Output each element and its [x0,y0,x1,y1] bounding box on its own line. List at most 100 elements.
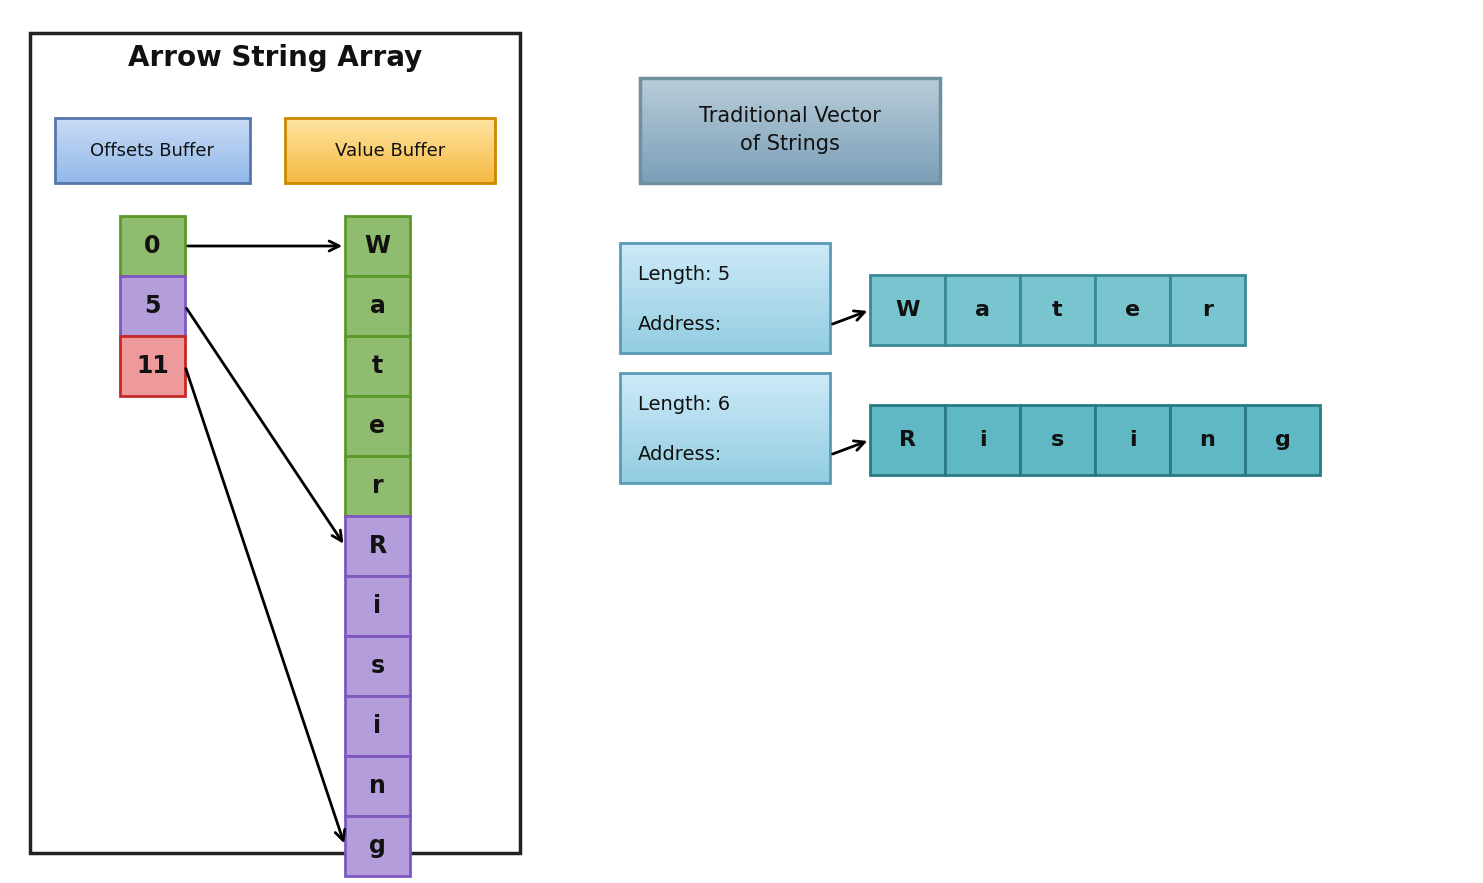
Bar [641,172,940,174]
Bar [620,320,830,322]
Bar [620,336,830,337]
Bar [620,472,830,474]
Bar [620,250,830,252]
Text: s: s [371,654,384,678]
Bar [620,399,830,402]
Bar [641,157,940,159]
Bar [641,113,940,115]
Bar [641,102,940,104]
Bar [620,419,830,421]
Bar [620,448,830,450]
Bar [641,177,940,179]
Bar [346,756,409,816]
Bar [285,163,495,165]
Bar [620,452,830,455]
Bar [641,87,940,88]
Bar [285,168,495,169]
Bar [285,180,495,182]
Bar [1020,405,1094,475]
Bar [285,174,495,175]
Bar [55,175,251,177]
Bar [620,344,830,346]
Bar [620,380,830,381]
Bar [620,296,830,298]
Bar [620,464,830,465]
Bar [285,179,495,180]
Bar [641,88,940,90]
Bar [55,153,251,155]
Bar [620,468,830,470]
Text: 5: 5 [144,294,160,318]
Bar [1020,275,1094,345]
Bar [641,109,940,111]
Bar [620,247,830,250]
Bar [620,404,830,406]
Bar [620,305,830,306]
Bar [871,275,945,345]
Bar [641,79,940,81]
Bar [55,139,251,140]
Bar [55,180,251,182]
Bar [620,408,830,411]
Bar [620,481,830,483]
Bar [285,162,495,163]
Bar [285,165,495,166]
Bar [285,157,495,158]
Bar [620,283,830,285]
Bar [641,132,940,134]
Bar [620,446,830,448]
Bar [55,130,251,131]
Bar [55,146,251,147]
Bar [620,294,830,296]
Bar [285,118,495,183]
Bar [620,390,830,393]
Text: t: t [1051,300,1063,320]
Text: Arrow String Array: Arrow String Array [128,44,423,72]
Bar [55,158,251,160]
Text: Length: 6: Length: 6 [638,396,730,414]
Bar [55,160,251,161]
Bar [620,300,830,302]
Bar [55,182,251,183]
Bar [641,170,940,172]
Bar [641,124,940,125]
Bar [620,318,830,320]
Text: Address:: Address: [638,315,722,335]
Bar [285,127,495,128]
Bar [285,121,495,122]
Bar [620,337,830,340]
Bar [641,127,940,129]
Bar [285,147,495,149]
Text: r: r [1203,300,1213,320]
Bar [620,274,830,276]
Bar [641,148,940,150]
Bar [620,346,830,349]
Bar [30,33,521,853]
Bar [55,138,251,139]
Bar [1170,275,1246,345]
Bar [641,111,940,113]
Bar [55,165,251,166]
Bar [55,128,251,130]
Text: R: R [899,430,916,450]
Bar [620,411,830,412]
Bar [641,154,940,155]
Bar [620,439,830,442]
Bar [945,275,1020,345]
Text: W: W [365,234,390,258]
Bar [620,437,830,439]
Bar [55,125,251,127]
Bar [620,259,830,260]
Bar [641,94,940,95]
Bar [620,377,830,380]
Text: s: s [1051,430,1065,450]
Bar [620,281,830,283]
Bar [285,158,495,160]
Bar [55,124,251,125]
Bar [641,78,940,183]
Text: r: r [372,474,383,498]
Bar [641,159,940,160]
Bar [285,118,495,119]
Bar [641,160,940,162]
Bar [55,149,251,150]
